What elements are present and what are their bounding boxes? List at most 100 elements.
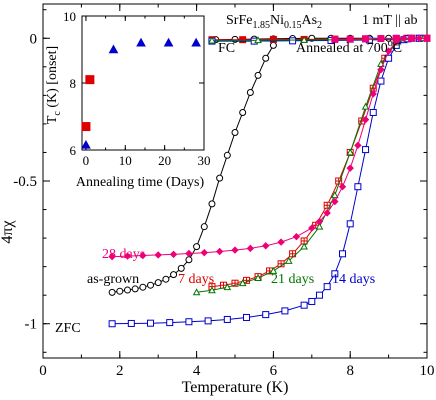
main-y-tick-label: -1	[25, 317, 38, 333]
point-28-days-fc	[331, 35, 339, 43]
point-28-days	[231, 246, 239, 254]
point-21-days	[284, 256, 293, 264]
point-as-grown	[177, 264, 185, 272]
label-28-days: 28 days	[102, 247, 145, 262]
point-14-days	[204, 317, 212, 325]
point-14-days	[339, 250, 347, 258]
point-blue	[191, 37, 201, 47]
label-as-grown: as-grown	[87, 272, 139, 287]
inset-x-axis-title: Annealing time (Days)	[76, 175, 205, 190]
point-28-days	[361, 115, 370, 124]
point-as-grown	[262, 54, 270, 62]
point-as-grown	[139, 283, 147, 291]
point-28-days	[262, 242, 270, 250]
label-7-days: 7 days	[178, 272, 214, 287]
point-14-days	[315, 291, 323, 299]
point-28-days	[308, 224, 316, 232]
inset-x-tick-label: 30	[198, 153, 211, 168]
point-28-days	[169, 250, 178, 259]
point-21-days	[223, 283, 232, 291]
point-21-days	[315, 222, 324, 230]
point-as-grown	[123, 286, 131, 294]
point-14-days	[147, 319, 155, 327]
point-28-days	[377, 65, 385, 74]
point-as-grown	[162, 275, 170, 283]
point-14-days	[108, 320, 116, 328]
point-28-days	[369, 90, 377, 98]
point-28-days-fc	[408, 34, 416, 42]
series-line-21-days	[196, 37, 424, 293]
point-28-days	[292, 232, 301, 241]
point-14-days	[300, 301, 308, 309]
point-28-days	[384, 47, 393, 55]
point-blue	[81, 139, 91, 149]
point-as-grown	[170, 271, 178, 279]
point-14-days	[281, 307, 289, 315]
point-28-days	[108, 252, 116, 261]
point-28-days	[315, 217, 324, 226]
point-28-days	[338, 183, 347, 191]
inset-x-tick-label: 10	[119, 153, 132, 168]
point-as-grown	[223, 151, 231, 159]
inset-y-tick-label: 8	[70, 76, 77, 91]
point-14-days	[262, 311, 270, 319]
point-14-days	[223, 315, 231, 323]
point-14-days	[323, 283, 331, 291]
inset-plot-background	[82, 16, 204, 150]
point-21-days	[254, 274, 262, 281]
point-as-grown	[208, 200, 216, 208]
point-28-days	[154, 251, 162, 259]
point-21-days	[330, 191, 339, 199]
point-as-grown	[239, 108, 247, 116]
point-14-days	[185, 318, 193, 326]
point-14-days	[362, 146, 370, 154]
label-21-days: 21 days	[271, 272, 314, 287]
point-14-days	[354, 183, 362, 191]
point-blue	[136, 37, 146, 47]
point-28-days	[215, 247, 224, 256]
point-28-days	[323, 209, 331, 217]
series-line-14-days-fc	[212, 38, 408, 42]
point-7-days	[335, 177, 343, 185]
field-label: 1 mT || ab	[362, 13, 418, 28]
point-14-days	[346, 220, 354, 228]
point-as-grown	[185, 256, 193, 264]
point-21-days	[361, 102, 370, 110]
inset-x-tick-label: 20	[158, 153, 171, 168]
inset-y-axis-title: Tc (K) [onset]	[45, 46, 63, 124]
main-x-tick-label: 6	[270, 363, 278, 379]
point-as-grown	[269, 41, 277, 49]
main-x-tick-label: 0	[39, 363, 47, 379]
main-plot: 0 2 4 6 8 10 0 -0.5 -1	[13, 3, 435, 379]
x-axis-title: Temperature (K)	[182, 379, 289, 396]
point-21-days	[269, 266, 278, 274]
point-28-days-fc	[423, 34, 431, 42]
point-blue	[163, 37, 174, 47]
main-y-tick-label: 0	[30, 31, 38, 47]
main-x-tick-label: 8	[346, 363, 354, 379]
point-28-days	[354, 141, 362, 150]
point-28-days	[277, 238, 285, 246]
point-as-grown	[193, 243, 201, 251]
point-as-grown	[116, 287, 124, 295]
point-28-days	[200, 248, 208, 257]
series-line-28-days	[112, 37, 420, 258]
point-as-grown	[231, 128, 239, 136]
point-blue	[108, 44, 119, 54]
anneal-label: Annealed at 700oC	[296, 38, 402, 56]
point-28-days-fc	[362, 35, 370, 43]
point-14-days	[308, 297, 316, 305]
zfc-label: ZFC	[55, 321, 81, 336]
label-14-days: 14 days	[332, 272, 375, 287]
point-as-grown	[131, 285, 139, 293]
point-14-days-fc	[289, 37, 297, 45]
point-14-days	[369, 108, 377, 116]
point-as-grown	[108, 288, 116, 296]
point-as-grown	[246, 89, 254, 96]
point-as-grown	[216, 174, 224, 182]
point-28-days	[246, 244, 255, 253]
point-14-days	[377, 77, 385, 85]
y-axis-title: 4πχ	[0, 220, 16, 244]
point-21-days-fc	[208, 36, 216, 44]
